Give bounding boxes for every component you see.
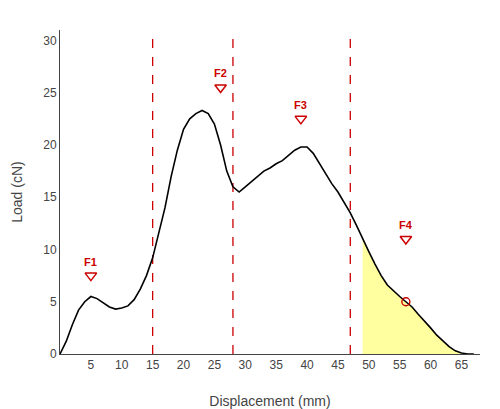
svg-text:30: 30 bbox=[239, 358, 253, 372]
svg-text:5: 5 bbox=[88, 358, 95, 372]
svg-text:45: 45 bbox=[331, 358, 345, 372]
svg-text:40: 40 bbox=[300, 358, 314, 372]
svg-text:5: 5 bbox=[50, 295, 57, 309]
svg-text:65: 65 bbox=[455, 358, 469, 372]
svg-text:15: 15 bbox=[146, 358, 160, 372]
svg-text:30: 30 bbox=[43, 34, 57, 48]
svg-text:F1: F1 bbox=[84, 256, 97, 268]
svg-text:F4: F4 bbox=[399, 219, 413, 231]
svg-text:35: 35 bbox=[270, 358, 284, 372]
svg-text:F3: F3 bbox=[294, 99, 307, 111]
svg-text:60: 60 bbox=[424, 358, 438, 372]
svg-text:10: 10 bbox=[115, 358, 129, 372]
svg-text:55: 55 bbox=[393, 358, 407, 372]
svg-text:25: 25 bbox=[208, 358, 222, 372]
svg-text:0: 0 bbox=[50, 347, 57, 361]
svg-text:Load (cN): Load (cN) bbox=[9, 161, 25, 222]
svg-text:10: 10 bbox=[43, 243, 57, 257]
svg-text:Displacement (mm): Displacement (mm) bbox=[209, 393, 330, 409]
svg-text:15: 15 bbox=[43, 190, 57, 204]
svg-text:20: 20 bbox=[43, 138, 57, 152]
svg-text:F2: F2 bbox=[214, 67, 227, 79]
svg-text:25: 25 bbox=[43, 86, 57, 100]
svg-text:50: 50 bbox=[362, 358, 376, 372]
svg-text:20: 20 bbox=[177, 358, 191, 372]
